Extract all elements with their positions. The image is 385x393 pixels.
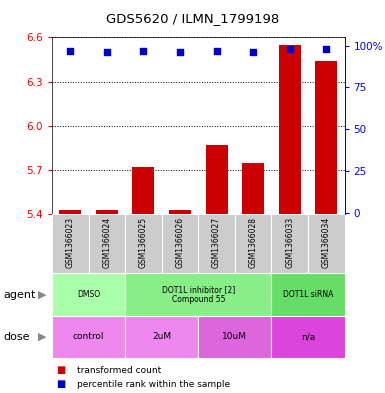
Bar xyxy=(162,214,198,273)
Bar xyxy=(315,61,337,214)
Bar xyxy=(279,45,301,214)
Point xyxy=(323,46,329,52)
Text: DOT1L siRNA: DOT1L siRNA xyxy=(283,290,333,299)
Point xyxy=(286,46,293,52)
Text: GSM1366027: GSM1366027 xyxy=(212,217,221,268)
Text: transformed count: transformed count xyxy=(77,366,161,375)
Bar xyxy=(206,145,228,214)
Text: GSM1366028: GSM1366028 xyxy=(249,217,258,268)
Bar xyxy=(271,273,345,316)
Text: GSM1366026: GSM1366026 xyxy=(176,217,184,268)
Bar xyxy=(125,214,162,273)
Bar xyxy=(52,214,89,273)
Bar xyxy=(132,167,154,214)
Bar xyxy=(235,214,271,273)
Bar xyxy=(198,214,235,273)
Text: 10uM: 10uM xyxy=(223,332,247,342)
Bar xyxy=(308,214,345,273)
Bar xyxy=(169,210,191,214)
Text: ■: ■ xyxy=(56,379,65,389)
Point xyxy=(104,49,110,55)
Point xyxy=(250,49,256,55)
Text: ▶: ▶ xyxy=(38,332,47,342)
Text: GSM1366024: GSM1366024 xyxy=(102,217,111,268)
Text: ▶: ▶ xyxy=(38,290,47,300)
Point xyxy=(177,49,183,55)
Bar xyxy=(96,210,118,214)
Text: GSM1366023: GSM1366023 xyxy=(66,217,75,268)
Bar xyxy=(125,316,198,358)
Point xyxy=(213,48,219,54)
Text: 2uM: 2uM xyxy=(152,332,171,342)
Bar xyxy=(125,273,271,316)
Text: n/a: n/a xyxy=(301,332,315,342)
Text: GSM1366034: GSM1366034 xyxy=(322,217,331,268)
Text: GSM1366025: GSM1366025 xyxy=(139,217,148,268)
Bar xyxy=(52,316,125,358)
Bar xyxy=(271,316,345,358)
Text: GDS5620 / ILMN_1799198: GDS5620 / ILMN_1799198 xyxy=(106,12,279,26)
Point xyxy=(140,48,146,54)
Bar xyxy=(59,210,81,214)
Bar xyxy=(271,214,308,273)
Text: agent: agent xyxy=(4,290,36,300)
Bar xyxy=(52,273,125,316)
Bar xyxy=(242,163,264,214)
Bar xyxy=(89,214,125,273)
Point xyxy=(67,48,73,54)
Text: control: control xyxy=(73,332,104,342)
Text: percentile rank within the sample: percentile rank within the sample xyxy=(77,380,230,389)
Bar xyxy=(198,316,271,358)
Text: ■: ■ xyxy=(56,365,65,375)
Text: dose: dose xyxy=(4,332,30,342)
Text: GSM1366033: GSM1366033 xyxy=(285,217,294,268)
Text: DOT1L inhibitor [2]
Compound 55: DOT1L inhibitor [2] Compound 55 xyxy=(162,285,235,305)
Text: DMSO: DMSO xyxy=(77,290,100,299)
